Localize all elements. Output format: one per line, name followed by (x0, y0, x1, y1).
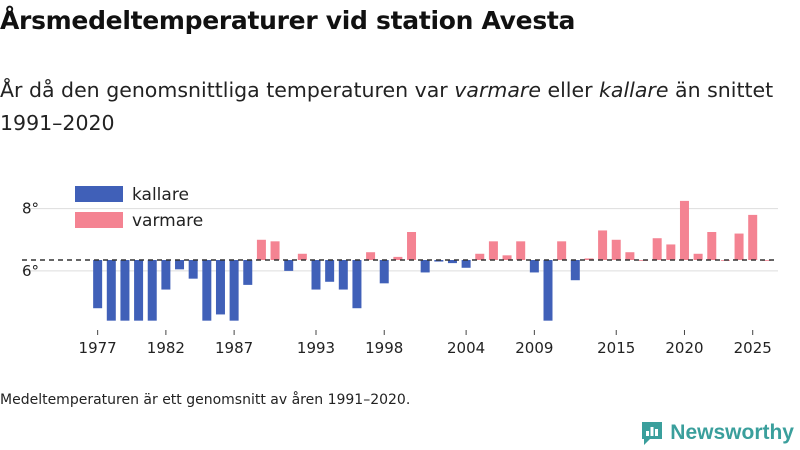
bar-2019 (666, 244, 676, 260)
bar-2010 (543, 260, 553, 321)
bar-2000 (407, 232, 417, 260)
bar-1986 (215, 260, 225, 315)
bar-1991 (284, 260, 294, 271)
bar-2020 (679, 200, 689, 260)
bar-1994 (325, 260, 335, 282)
x-tick-label-1993: 1993 (297, 339, 335, 357)
bar-2021 (693, 253, 703, 260)
subtitle-part3: än snittet 1991–2020 (0, 78, 774, 135)
legend-swatch-kallare (75, 186, 123, 202)
subtitle-part1: År då den genomsnittliga temperaturen va… (0, 78, 455, 102)
y-axis-labels: 6° 8° (22, 200, 39, 280)
x-axis-labels: 1977 1982 1987 1993 1998 2004 2009 2015 2020 2025 (79, 330, 772, 357)
bar-2004 (461, 260, 471, 268)
bar-1992 (297, 253, 307, 260)
bar-1984 (188, 260, 198, 279)
bar-1997 (366, 252, 376, 260)
bar-2002 (434, 260, 444, 262)
bar-chart-logo-icon (642, 422, 663, 445)
bar-2003 (447, 260, 457, 264)
x-tick-label-1987: 1987 (215, 339, 253, 357)
x-tick-label-2009: 2009 (515, 339, 553, 357)
bar-1996 (352, 260, 362, 309)
bar-1998 (379, 260, 389, 284)
bar-2016 (625, 252, 635, 260)
y-tick-label: 6° (22, 262, 39, 280)
bar-2012 (570, 260, 580, 281)
bar-2022 (707, 232, 717, 260)
bar-1989 (256, 239, 266, 260)
bar-1990 (270, 241, 280, 260)
bar-1979 (120, 260, 130, 321)
bar-1980 (134, 260, 144, 321)
bars-layer (93, 200, 771, 321)
bar-1987 (229, 260, 239, 321)
chart-subtitle: År då den genomsnittliga temperaturen va… (0, 74, 780, 140)
bar-1988 (243, 260, 253, 285)
bar-1993 (311, 260, 321, 290)
x-tick-label-2015: 2015 (597, 339, 635, 357)
x-tick-label-1982: 1982 (147, 339, 185, 357)
subtitle-part2: eller (540, 78, 600, 102)
bar-2007 (502, 255, 512, 260)
bar-1999 (393, 256, 403, 260)
x-tick-label-1977: 1977 (79, 339, 117, 357)
bar-1985 (202, 260, 212, 321)
footnote: Medeltemperaturen är ett genomsnitt av å… (0, 392, 411, 408)
bar-2024 (734, 233, 744, 260)
x-tick-label-2025: 2025 (734, 339, 772, 357)
subtitle-cold-word: kallare (599, 78, 669, 102)
bar-2025 (748, 214, 758, 260)
bar-1981 (147, 260, 157, 321)
bar-2006 (488, 241, 498, 260)
chart-title: Årsmedeltemperaturer vid station Avesta (0, 6, 576, 35)
x-tick-label-2004: 2004 (447, 339, 485, 357)
bar-2011 (557, 241, 567, 260)
bar-1977 (93, 260, 103, 309)
bar-2008 (516, 241, 526, 260)
x-tick-label-2020: 2020 (665, 339, 703, 357)
bar-2015 (611, 239, 621, 260)
brand-name: Newsworthy (670, 421, 794, 444)
temperature-bar-chart: kallare varmare 6° 8° 1977 1982 1987 1993 19… (22, 185, 778, 357)
bar-1978 (106, 260, 116, 321)
y-tick-label: 8° (22, 200, 39, 218)
bar-1995 (338, 260, 348, 290)
brand-logo: Newsworthy (640, 420, 794, 446)
legend-label-kallare: kallare (132, 185, 189, 205)
bar-2009 (529, 260, 539, 273)
bar-2014 (598, 230, 608, 260)
bar-1982 (161, 260, 171, 290)
bar-2005 (475, 253, 485, 260)
bar-1983 (175, 260, 185, 270)
legend-swatch-varmare (75, 212, 123, 228)
bar-2013 (584, 258, 594, 260)
legend: kallare varmare (75, 185, 203, 231)
bar-2001 (420, 260, 430, 273)
x-tick-label-1998: 1998 (365, 339, 403, 357)
bar-2026 (761, 260, 771, 261)
legend-label-varmare: varmare (132, 211, 203, 231)
bar-2018 (652, 238, 662, 260)
subtitle-warm-word: varmare (454, 78, 541, 102)
